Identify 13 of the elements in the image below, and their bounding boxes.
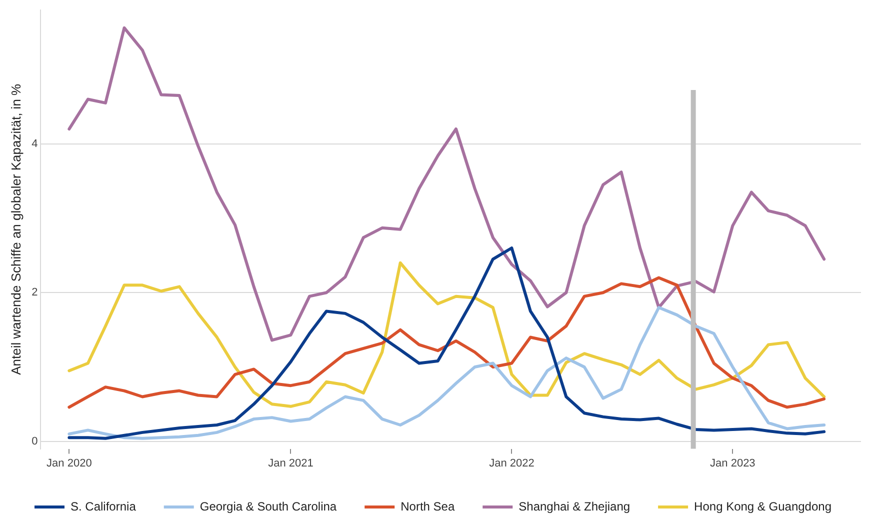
legend-label: Hong Kong & Guangdong [694, 499, 832, 514]
y-tick-label: 2 [32, 286, 38, 299]
legend-label: Shanghai & Zhejiang [518, 499, 630, 514]
legend-label: S. California [70, 499, 136, 514]
x-tick-label: Jan 2022 [489, 457, 534, 470]
x-tick-label: Jan 2021 [268, 457, 314, 470]
y-tick-label: 0 [32, 435, 38, 448]
x-tick-label: Jan 2023 [710, 457, 756, 470]
y-tick-label: 4 [32, 138, 38, 150]
legend-label: North Sea [400, 499, 455, 514]
legend-label: Georgia & South Carolina [200, 499, 337, 514]
x-tick-label: Jan 2020 [46, 457, 92, 470]
y-axis-title: Anteil wartende Schiffe an globaler Kapazität, in % [8, 83, 24, 375]
